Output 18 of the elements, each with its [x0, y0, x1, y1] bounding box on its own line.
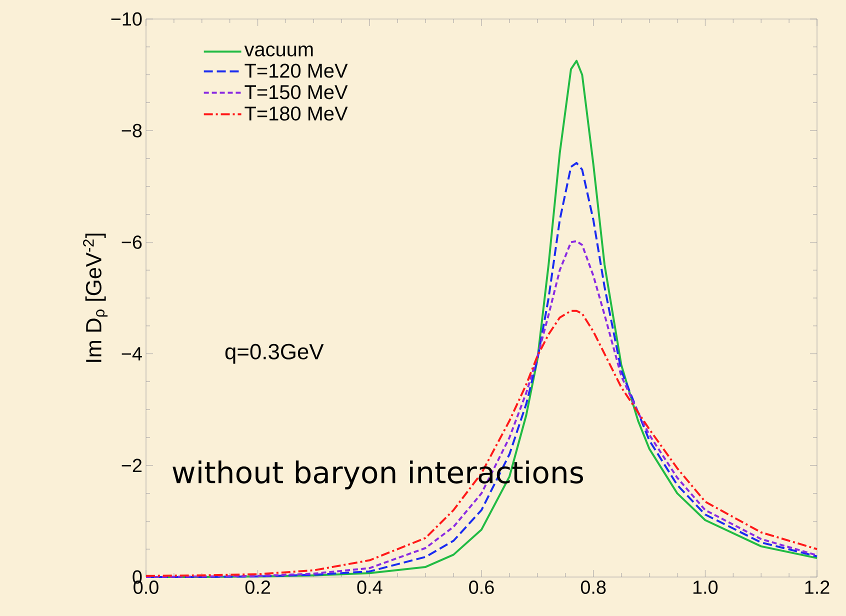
annotation: q=0.3GeV: [225, 344, 324, 364]
x-tick-label: 0.2: [245, 580, 270, 594]
legend-label: T=150 MeV: [244, 85, 348, 100]
y-tick-label: −2: [122, 458, 142, 472]
x-tick-label: 1.2: [805, 580, 830, 594]
legend-label: T=120 MeV: [244, 64, 348, 78]
line-series: [145, 310, 818, 577]
y-axis-title: Im D$_{ρ}$ [GeV$^{-2}$]: [83, 234, 108, 362]
legend-label: T=180 MeV: [244, 106, 348, 121]
x-tick-label: 0.4: [357, 580, 382, 594]
y-tick-label: −4: [122, 347, 142, 360]
legend-label: vacuum: [244, 46, 313, 56]
y-tick-label: −6: [122, 236, 142, 249]
y-tick-label: −10: [111, 12, 142, 26]
x-tick-label: 0.6: [469, 580, 494, 594]
x-tick-label: 1.0: [693, 580, 718, 594]
y-tick-label: −8: [122, 124, 142, 138]
x-tick-label: 0.8: [580, 580, 606, 594]
